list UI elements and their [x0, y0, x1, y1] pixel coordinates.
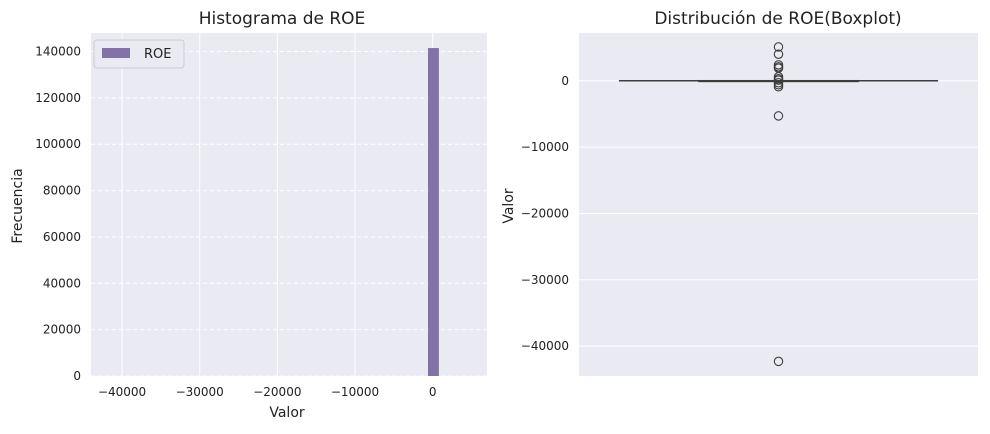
histogram-y-tick-label: 80000: [43, 184, 81, 198]
boxplot-y-tick-label: 0: [561, 74, 569, 88]
histogram-x-tick-label: −10000: [331, 385, 379, 399]
histogram-y-label: Frecuencia: [10, 168, 26, 243]
histogram-bars: [427, 48, 439, 377]
boxplot-y-tick-label: −10000: [521, 140, 569, 154]
histogram-y-tick-label: 20000: [43, 323, 81, 337]
boxplot-outlier: [773, 81, 784, 92]
histogram-title: Histograma de ROE: [199, 9, 366, 29]
boxplot-y-tick-label: −20000: [521, 206, 569, 220]
histogram-bar: [427, 48, 439, 377]
histogram-x-tick-label: 0: [429, 385, 437, 399]
histogram-y-tick-label: 140000: [35, 45, 81, 59]
histogram-x-tick-label: −20000: [253, 385, 301, 399]
histogram-y-ticks: 0 20000 40000 60000 80000 100000 120000 140000: [35, 45, 81, 383]
boxplot-chart: 0 −10000 −20000 −30000 −40000 Distribución d…: [501, 9, 978, 376]
boxplot-outliers: [773, 42, 784, 367]
boxplot-title: Distribución de ROE(Boxplot): [654, 9, 901, 29]
histogram-y-tick-label: 120000: [35, 91, 81, 105]
boxplot-outlier: [773, 49, 784, 59]
histogram-y-tick-label: 40000: [43, 276, 81, 290]
histogram-x-ticks: −40000 −30000 −20000 −10000 0: [98, 385, 437, 399]
legend-label-roe: ROE: [144, 47, 171, 62]
boxplot-y-tick-label: −30000: [521, 273, 569, 287]
histogram-x-label: Valor: [269, 405, 305, 421]
histogram-legend: ROE: [93, 39, 185, 69]
boxplot-y-tick-label: −40000: [521, 339, 569, 353]
histogram-x-tick-label: −30000: [176, 385, 224, 399]
boxplot-plot-area: [579, 33, 978, 376]
histogram-plot-area: [91, 33, 487, 376]
boxplot-outlier: [773, 42, 784, 52]
boxplot-outlier: [773, 111, 784, 121]
histogram-x-tick-label: −40000: [98, 385, 146, 399]
boxplot-outlier: [773, 75, 784, 85]
histogram-y-tick-label: 0: [73, 369, 81, 383]
legend-box: [93, 39, 185, 69]
histogram-y-tick-label: 60000: [43, 230, 81, 244]
boxplot-gridlines: [579, 80, 978, 347]
histogram-chart: −40000 −30000 −20000 −10000 0 0 20000 40000 600…: [10, 9, 487, 421]
boxplot-y-label: Valor: [501, 188, 517, 224]
boxplot-y-ticks: 0 −10000 −20000 −30000 −40000: [521, 74, 569, 353]
boxplot-outlier: [773, 356, 784, 367]
legend-swatch: [102, 48, 130, 58]
histogram-y-tick-label: 100000: [35, 137, 81, 151]
